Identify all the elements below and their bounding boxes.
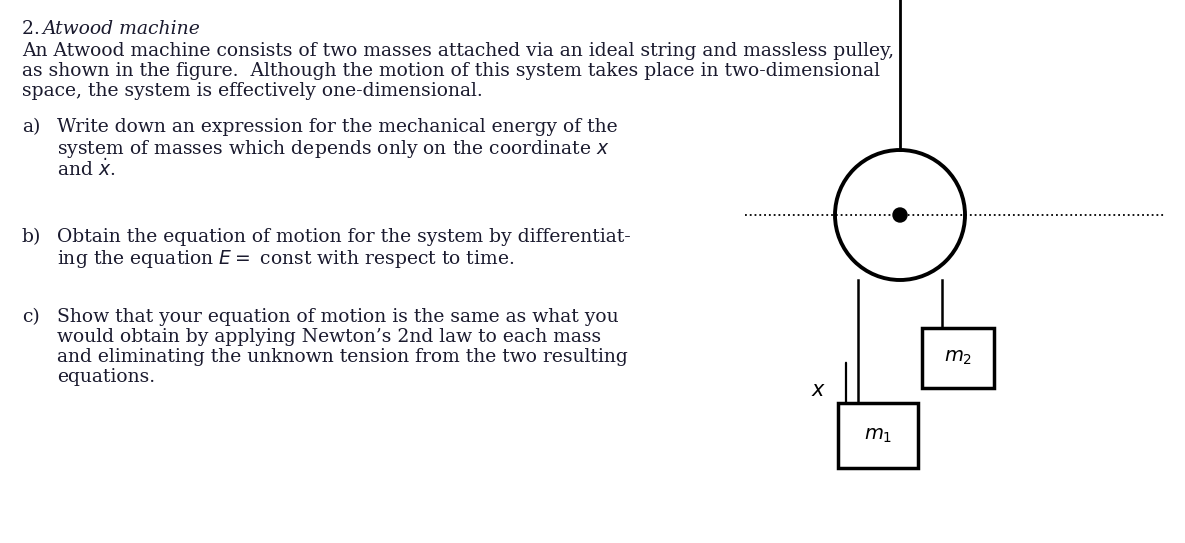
Text: An Atwood machine consists of two masses attached via an ideal string and massle: An Atwood machine consists of two masses… — [23, 42, 895, 60]
Text: ing the equation $E =$ const with respect to time.: ing the equation $E =$ const with respec… — [57, 248, 514, 270]
Text: b): b) — [23, 228, 41, 246]
Text: system of masses which depends only on the coordinate $x$: system of masses which depends only on t… — [57, 138, 610, 160]
Text: $m_2$: $m_2$ — [944, 349, 972, 367]
Text: and eliminating the unknown tension from the two resulting: and eliminating the unknown tension from… — [57, 348, 628, 366]
Text: $m_1$: $m_1$ — [864, 426, 892, 445]
Circle shape — [893, 208, 907, 222]
Text: a): a) — [23, 118, 40, 136]
Text: Obtain the equation of motion for the system by differentiat-: Obtain the equation of motion for the sy… — [57, 228, 630, 246]
Text: as shown in the figure.  Although the motion of this system takes place in two-d: as shown in the figure. Although the mot… — [23, 62, 880, 80]
Text: equations.: equations. — [57, 368, 155, 386]
Text: Show that your equation of motion is the same as what you: Show that your equation of motion is the… — [57, 308, 619, 326]
Text: Write down an expression for the mechanical energy of the: Write down an expression for the mechani… — [57, 118, 617, 136]
Text: 2.: 2. — [23, 20, 46, 38]
Text: would obtain by applying Newton’s 2nd law to each mass: would obtain by applying Newton’s 2nd la… — [57, 328, 601, 346]
Text: $x$: $x$ — [811, 381, 826, 400]
Text: space, the system is effectively one-dimensional.: space, the system is effectively one-dim… — [23, 82, 482, 100]
Text: c): c) — [23, 308, 40, 326]
Bar — [838, 403, 918, 468]
Text: Atwood machine: Atwood machine — [41, 20, 200, 38]
Text: and $\dot{x}$.: and $\dot{x}$. — [57, 158, 115, 180]
Bar — [922, 328, 994, 388]
